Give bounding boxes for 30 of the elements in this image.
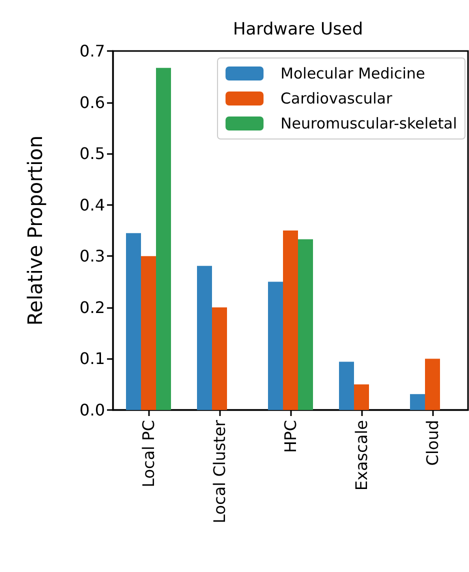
x-tick-label: Local Cluster <box>210 420 229 524</box>
legend-label: Cardiovascular <box>280 90 393 108</box>
x-tick-label: Exascale <box>352 420 371 491</box>
bar <box>268 282 283 410</box>
y-axis-title: Relative Proportion <box>23 135 47 326</box>
y-tick-label: 0.7 <box>80 42 105 60</box>
y-tick-label: 0.3 <box>80 246 105 266</box>
chart-title: Hardware Used <box>232 20 364 40</box>
x-tick-label: HPC <box>281 420 300 453</box>
y-tick-label: 0.1 <box>80 349 105 368</box>
y-tick-label: 0.2 <box>80 298 105 317</box>
bar <box>298 239 313 410</box>
bar <box>141 256 156 410</box>
y-tick-label: 0.4 <box>80 195 105 214</box>
bar <box>212 307 227 410</box>
bar <box>354 384 369 410</box>
legend-label: Molecular Medicine <box>280 64 426 82</box>
y-tick-label: 0.6 <box>80 92 105 112</box>
x-tick-label: Local PC <box>139 420 158 488</box>
bar <box>126 233 141 410</box>
bar <box>410 394 425 410</box>
y-tick-label: 0.0 <box>80 400 105 420</box>
bar <box>339 362 354 410</box>
bar <box>197 266 212 410</box>
bar <box>283 230 298 410</box>
bar <box>425 358 440 410</box>
legend-label: Neuromuscular-skeletal <box>280 114 458 132</box>
x-tick-label: Cloud <box>423 420 442 466</box>
bar <box>156 68 171 410</box>
y-tick-label: 0.5 <box>80 144 105 164</box>
